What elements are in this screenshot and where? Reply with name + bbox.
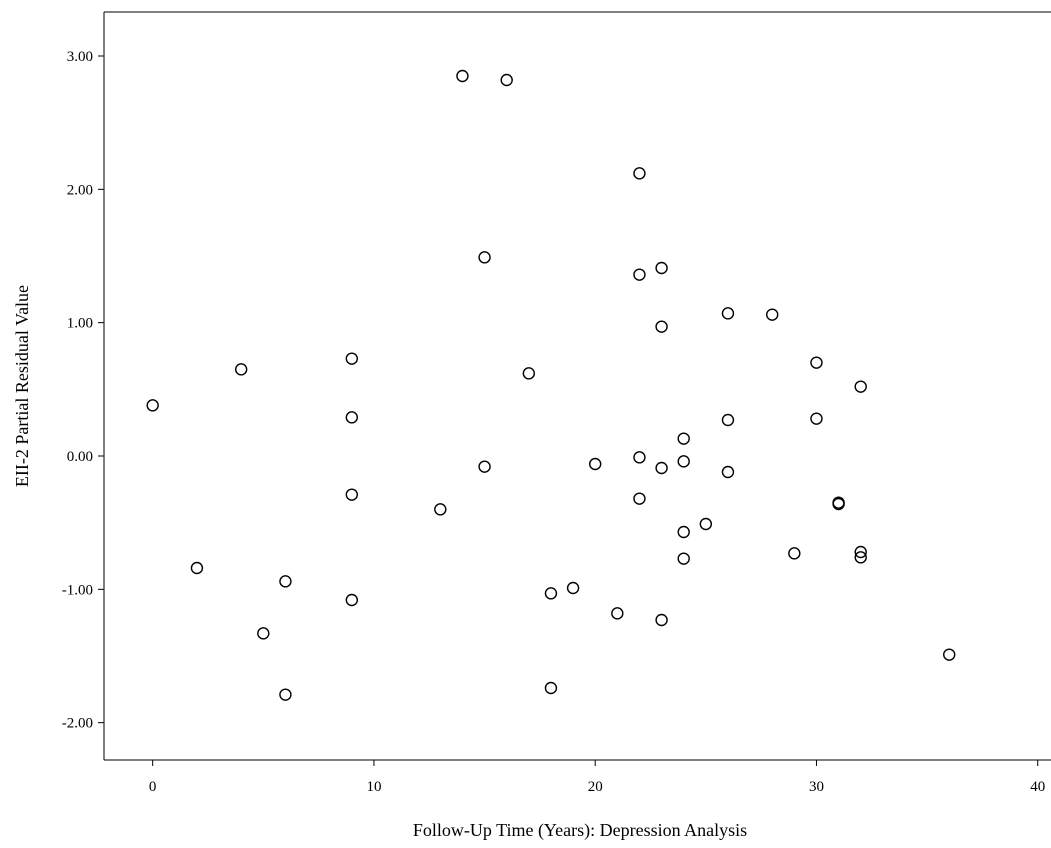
data-point [943, 648, 956, 661]
x-tick-label: 30 [809, 779, 824, 795]
y-axis-ticks: 3.00 2.00 1.00 0.00 -1.00 -2.00 [62, 49, 104, 732]
x-tick-label: 0 [149, 779, 157, 795]
data-point [788, 547, 801, 560]
data-point [677, 455, 690, 468]
data-point [257, 627, 270, 640]
x-axis-ticks: 0 10 20 30 40 [149, 760, 1045, 795]
data-point [766, 308, 779, 321]
y-tick-label: -2.00 [62, 716, 93, 732]
data-point [345, 352, 359, 365]
data-point [279, 688, 292, 701]
data-point [234, 363, 248, 376]
data-point [633, 167, 646, 180]
data-point [345, 411, 359, 424]
data-point [279, 575, 292, 588]
data-point [544, 681, 558, 695]
y-tick-label: -1.00 [62, 582, 93, 598]
y-tick-label: 0.00 [67, 449, 93, 465]
data-point [721, 307, 735, 320]
data-point [721, 413, 735, 427]
y-tick-label: 1.00 [67, 316, 93, 332]
data-point [655, 461, 668, 475]
data-point [633, 492, 646, 505]
data-point [633, 268, 646, 281]
data-point [434, 503, 447, 516]
data-point [478, 460, 491, 473]
data-point [655, 320, 668, 333]
data-point [345, 593, 359, 607]
data-point [566, 581, 580, 595]
data-point [478, 251, 491, 264]
x-axis-title: Follow-Up Time (Years): Depression Analy… [413, 820, 747, 841]
data-point [190, 561, 204, 575]
data-point [146, 399, 159, 412]
data-point [456, 69, 469, 83]
y-tick-label: 2.00 [67, 182, 93, 198]
data-point [522, 367, 536, 380]
data-point [677, 552, 690, 565]
data-point [854, 545, 867, 559]
data-point [677, 432, 690, 445]
data-point [699, 517, 713, 531]
data-point [544, 587, 558, 600]
data-points [146, 69, 956, 701]
data-point [854, 380, 867, 393]
y-axis-title: EII-2 Partial Residual Value [12, 285, 32, 487]
data-point [633, 451, 646, 464]
x-tick-label: 10 [366, 779, 381, 795]
data-point [655, 613, 668, 627]
data-point [589, 457, 602, 471]
x-tick-label: 40 [1030, 779, 1045, 795]
data-point [810, 356, 823, 369]
data-point [345, 488, 359, 501]
data-point [721, 465, 735, 479]
data-point [854, 551, 867, 564]
y-tick-label: 3.00 [67, 49, 93, 65]
plot-frame [103, 11, 1051, 761]
data-point [611, 607, 624, 620]
data-point [810, 412, 823, 425]
x-tick-label: 20 [588, 779, 603, 795]
data-point [677, 525, 690, 539]
data-point [655, 261, 668, 275]
data-point [832, 497, 845, 511]
data-point [500, 73, 513, 87]
